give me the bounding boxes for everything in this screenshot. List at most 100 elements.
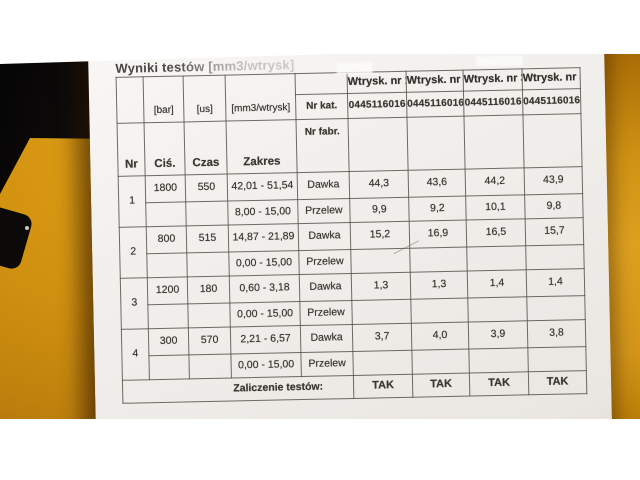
test-1-dawka-w2: 43,6 [408,169,466,198]
photo-area: Wyniki testów [mm3/wtrysk] [bar] [us] [m… [0,54,640,419]
test-4-przelew-w4 [527,346,587,372]
unit-mm3-cell: [mm3/wtrysk] [225,73,297,122]
test-3-czas: 180 [187,276,230,304]
dawka-label: Dawka [299,273,352,302]
injector-4-header: Wtrysk. nr 4 [521,67,581,90]
test-2-przelew-w4 [525,244,585,270]
test-1-przelew-w1: 9,9 [349,197,410,223]
test-4-dawka-w2: 4,0 [411,322,469,351]
test-1-cis: 1800 [145,174,186,203]
injector-1-header: Wtrysk. nr 1 [347,71,407,94]
nr-fabr-label: Nr fabr. [296,118,350,173]
injector-2-header: Wtrysk. nr 2 [406,70,464,93]
test-2-przelew-w1 [350,248,411,274]
test-1-dawka-w4: 43,9 [524,166,583,195]
test-3-zakres-dawka: 0,60 - 3,18 [229,274,300,304]
empty-label-cell [295,72,348,95]
test-4-cis: 300 [148,327,189,356]
test-3-nr: 3 [120,277,149,330]
test-1-zakres-przelew: 8,00 - 15,00 [227,199,299,226]
test-4-przelew-w3 [468,347,529,374]
nr-fabr-value-3 [463,114,525,170]
nr-kat-value-3: 0445116016 [463,89,523,117]
col-header-zakres: Zakres [226,119,298,175]
test-2-zakres-dawka: 14,87 - 21,89 [228,223,299,253]
col-header-cis: Ciś. [144,121,186,176]
dark-object-tip [0,205,34,271]
dawka-label: Dawka [300,324,353,353]
photo-top-edge [0,54,334,64]
test-4-zakres-przelew: 0,00 - 15,00 [230,352,302,379]
column-header-row: Nr Ciś. Czas Zakres Nr fabr. [117,113,583,177]
test-4-dawka-w3: 3,9 [468,320,528,350]
dawka-label: Dawka [298,222,351,251]
nr-fabr-value-1 [347,117,409,172]
test-3-dawka-w2: 1,3 [410,271,468,300]
test-3-zakres-przelew: 0,00 - 15,00 [229,301,301,328]
test-1-zakres-dawka: 42,01 - 51,54 [227,172,298,202]
test-1-dawka-w3: 44,2 [465,167,525,197]
test-1-przelew-w3: 10,1 [465,194,526,221]
empty-cell [148,354,190,380]
test-2-dawka-w3: 16,5 [466,218,526,248]
test-2-nr: 2 [119,226,148,279]
test-1-nr: 1 [118,175,147,228]
test-2-czas: 515 [186,225,229,253]
test-3-przelew-w1 [351,299,412,325]
tape-highlight [476,55,523,67]
test-2-przelew-w2 [409,247,468,273]
test-4-przelew-w2 [411,349,470,375]
test-3-przelew-w4 [526,295,586,321]
empty-cell [187,303,231,328]
unit-bar-cell: [bar] [143,75,185,123]
nr-fabr-value-4 [522,113,583,168]
test-4-nr: 4 [121,328,150,381]
test-3-przelew-w2 [410,298,469,324]
pass-result-w2: TAK [412,373,470,398]
test-2-dawka-w2: 16,9 [409,220,467,249]
test-4-zakres-dawka: 2,21 - 6,57 [230,325,301,355]
pass-result-w3: TAK [469,371,529,397]
przelew-label: Przelew [298,249,352,275]
unit-us-cell: [us] [183,75,227,122]
empty-cell [146,252,188,278]
test-3-przelew-w3 [467,296,528,323]
test-3-dawka-w3: 1,4 [467,269,527,299]
test-2-zakres-przelew: 0,00 - 15,00 [228,250,300,277]
injector-3-header: Wtrysk. nr 3 [463,68,523,92]
test-4-czas: 570 [188,327,231,355]
test-3-dawka-w1: 1,3 [351,272,411,301]
test-2-przelew-w3 [466,245,527,272]
dust-speck [25,226,29,230]
empty-cell [188,354,232,379]
pass-result-w1: TAK [353,374,413,399]
test-2-cis: 800 [146,225,187,254]
nr-kat-value-4: 0445116016 [522,88,581,115]
nr-kat-label: Nr kat. [295,93,348,120]
przelew-label: Przelew [297,198,351,224]
test-4-dawka-w4: 3,8 [527,319,586,348]
empty-cell [186,252,230,277]
corner-empty-cell [116,76,145,124]
test-4-dawka-w1: 3,7 [352,323,412,352]
test-2-dawka-w4: 15,7 [525,217,584,246]
test-1-przelew-w4: 9,8 [524,193,584,219]
test-3-cis: 1200 [147,276,188,305]
tape-highlight [336,62,373,75]
nr-kat-value-1: 0445116016 [347,92,407,119]
przelew-label: Przelew [300,351,354,377]
test-2-dawka-w1: 15,2 [350,221,410,250]
empty-cell [147,303,189,329]
pass-result-w4: TAK [528,370,587,395]
pass-result-label: Zaliczenie testów: [122,375,354,404]
test-1-dawka-w1: 44,3 [349,170,409,199]
col-header-czas: Czas [184,121,228,175]
przelew-label: Przelew [299,300,353,326]
nr-fabr-value-2 [406,116,466,171]
empty-cell [145,201,187,227]
col-header-nr: Nr [117,122,146,177]
paper-sheet: Wyniki testów [mm3/wtrysk] [bar] [us] [m… [87,54,613,419]
test-1-przelew-w2: 9,2 [408,196,467,222]
empty-cell [185,201,229,226]
test-4-przelew-w1 [352,350,413,376]
